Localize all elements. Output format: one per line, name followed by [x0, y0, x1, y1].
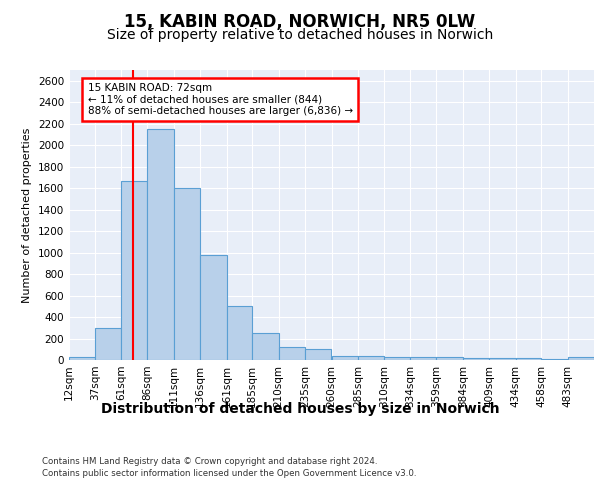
Text: 15, KABIN ROAD, NORWICH, NR5 0LW: 15, KABIN ROAD, NORWICH, NR5 0LW — [124, 12, 476, 30]
Bar — [385, 358, 410, 360]
Bar — [121, 180, 148, 360]
Text: Contains public sector information licensed under the Open Government Licence v3: Contains public sector information licen… — [42, 469, 416, 478]
Bar — [463, 358, 489, 360]
Bar — [331, 356, 358, 360]
Text: Contains HM Land Registry data © Crown copyright and database right 2024.: Contains HM Land Registry data © Crown c… — [42, 458, 377, 466]
Bar — [69, 358, 95, 360]
Bar — [515, 358, 541, 360]
Bar — [252, 333, 278, 360]
Text: Distribution of detached houses by size in Norwich: Distribution of detached houses by size … — [101, 402, 499, 416]
Bar — [227, 306, 252, 360]
Bar — [148, 129, 174, 360]
Bar — [489, 358, 515, 360]
Text: 15 KABIN ROAD: 72sqm
← 11% of detached houses are smaller (844)
88% of semi-deta: 15 KABIN ROAD: 72sqm ← 11% of detached h… — [88, 83, 353, 116]
Bar — [436, 358, 463, 360]
Bar — [358, 356, 385, 360]
Bar — [95, 328, 121, 360]
Bar — [568, 358, 594, 360]
Bar — [200, 256, 227, 360]
Bar — [305, 350, 331, 360]
Y-axis label: Number of detached properties: Number of detached properties — [22, 128, 32, 302]
Bar — [410, 358, 436, 360]
Bar — [174, 188, 200, 360]
Text: Size of property relative to detached houses in Norwich: Size of property relative to detached ho… — [107, 28, 493, 42]
Bar — [278, 347, 305, 360]
